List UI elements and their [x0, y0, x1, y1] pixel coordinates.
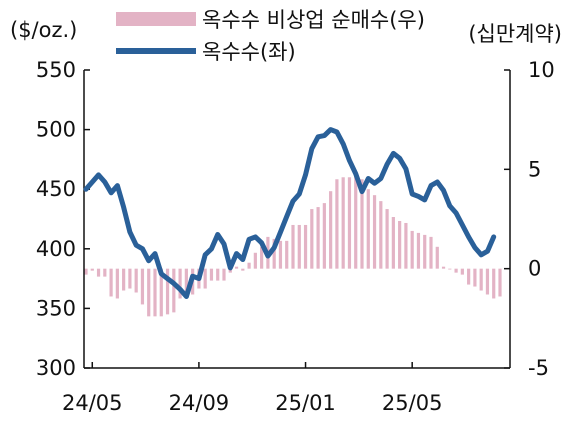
bar	[398, 220, 402, 269]
bar	[498, 268, 502, 297]
legend-label-bar: 옥수수 비상업 순매수(우)	[202, 8, 425, 32]
bar	[329, 191, 333, 269]
bar	[360, 179, 364, 269]
bar	[291, 224, 295, 269]
bar	[448, 268, 452, 270]
series-line	[83, 127, 497, 299]
bar	[134, 268, 138, 293]
bar	[165, 268, 170, 315]
legend-item-line: 옥수수(좌)	[116, 36, 296, 66]
x-tick-label: 25/05	[382, 391, 443, 415]
bar	[234, 266, 239, 269]
bar	[492, 268, 496, 299]
bar	[316, 207, 320, 269]
bar	[272, 238, 276, 269]
bar	[310, 209, 314, 269]
legend-swatch-bar	[116, 12, 196, 26]
x-tick-label: 25/01	[275, 391, 336, 415]
bar	[184, 268, 188, 299]
bar	[416, 232, 421, 269]
bar	[285, 240, 289, 269]
bar	[216, 268, 220, 281]
bar	[391, 217, 395, 269]
bar	[366, 189, 370, 269]
bar	[303, 224, 308, 269]
x-tick-label: 24/09	[169, 391, 230, 415]
left-tick-label: 350	[36, 296, 76, 320]
bar	[467, 268, 471, 285]
left-tick-label: 550	[36, 58, 76, 82]
right-tick-label: 10	[528, 58, 555, 82]
bar	[454, 268, 458, 273]
bar	[172, 268, 176, 313]
bar	[341, 177, 345, 269]
bar	[435, 246, 439, 269]
legend-item-bar: 옥수수 비상업 순매수(우)	[116, 4, 425, 34]
left-tick-label: 450	[36, 177, 76, 201]
x-tick-label: 24/05	[62, 391, 123, 415]
bar	[335, 179, 339, 269]
bar	[90, 268, 94, 271]
bar	[423, 234, 427, 269]
bar	[253, 252, 257, 269]
right-tick-label: 0	[528, 257, 541, 281]
bar	[404, 222, 408, 269]
bar	[322, 203, 326, 269]
bar	[228, 268, 232, 273]
bar	[441, 266, 446, 269]
legend-swatch-line	[116, 48, 196, 54]
left-tick-label: 400	[36, 237, 76, 261]
bar	[278, 240, 283, 269]
bar	[222, 268, 226, 281]
bar	[347, 177, 352, 269]
legend-label-line: 옥수수(좌)	[202, 40, 296, 64]
right-tick-label: 5	[528, 157, 541, 181]
bar	[147, 268, 151, 317]
bar	[178, 268, 182, 299]
left-tick-label: 500	[36, 118, 76, 142]
left-axis-unit: ($/oz.)	[10, 18, 78, 42]
bar	[385, 209, 389, 269]
bar	[460, 268, 464, 275]
bar	[260, 246, 264, 269]
bar	[103, 268, 107, 277]
bar	[473, 268, 477, 287]
bar	[241, 268, 245, 271]
bar	[379, 201, 383, 269]
bar	[479, 268, 483, 291]
right-axis-unit: (십만계약)	[468, 22, 562, 46]
bar	[122, 268, 126, 291]
bar	[297, 224, 301, 269]
right-tick-label: -5	[528, 356, 549, 380]
left-tick-label: 300	[36, 356, 76, 380]
bar	[109, 268, 113, 297]
bar	[354, 175, 358, 269]
bar	[372, 195, 377, 269]
bar	[128, 268, 132, 289]
bar	[209, 268, 214, 281]
bar	[159, 268, 163, 317]
bar	[485, 268, 490, 295]
bar	[115, 268, 119, 299]
bar	[429, 236, 433, 269]
bar	[140, 268, 145, 305]
bar	[410, 230, 414, 269]
bar	[84, 268, 88, 275]
bar	[247, 262, 251, 269]
bar	[96, 268, 101, 277]
bar	[203, 268, 207, 289]
bar	[153, 268, 157, 317]
